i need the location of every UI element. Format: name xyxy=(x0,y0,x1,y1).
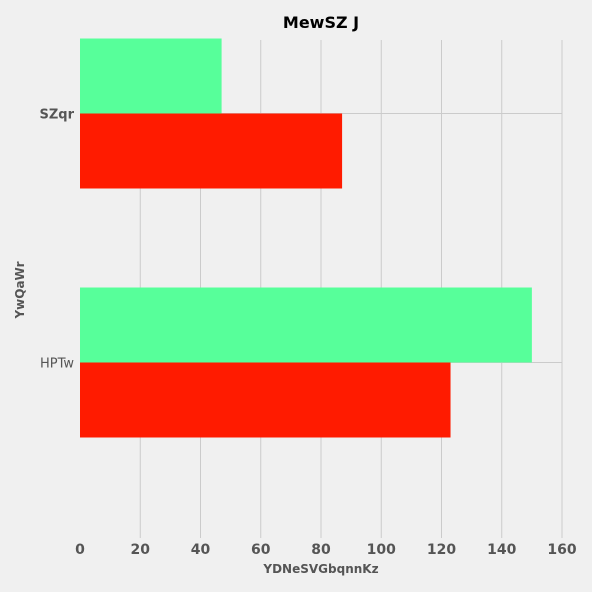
x-tick-label: 20 xyxy=(131,542,151,558)
bar-HPTw-series-1 xyxy=(80,287,532,363)
x-tick-label: 140 xyxy=(487,542,516,558)
bar-SZqr-series-2 xyxy=(80,113,343,189)
x-tick-label: 40 xyxy=(191,542,211,558)
x-axis-label: YDNeSVGbqnnKz xyxy=(262,562,378,576)
bar-HPTw-series-2 xyxy=(80,362,451,438)
x-tick-label: 0 xyxy=(75,542,85,558)
y-axis-label: YwQaWr xyxy=(13,261,27,319)
bars xyxy=(80,38,532,438)
chart-title: MewSZ J xyxy=(283,13,359,32)
x-tick-label: 100 xyxy=(367,542,396,558)
bar-SZqr-series-1 xyxy=(80,38,222,114)
x-tick-label: 120 xyxy=(427,542,456,558)
x-tick-label: 160 xyxy=(547,542,576,558)
y-tick-label: HPTw xyxy=(40,357,74,372)
x-tick-label: 80 xyxy=(311,542,331,558)
y-tick-label: SZqr xyxy=(39,108,74,123)
y-tick-labels: SZqr HPTw xyxy=(39,108,74,372)
x-tick-labels: 0 20 40 60 80 100 120 140 160 xyxy=(75,542,577,558)
x-tick-label: 60 xyxy=(251,542,271,558)
